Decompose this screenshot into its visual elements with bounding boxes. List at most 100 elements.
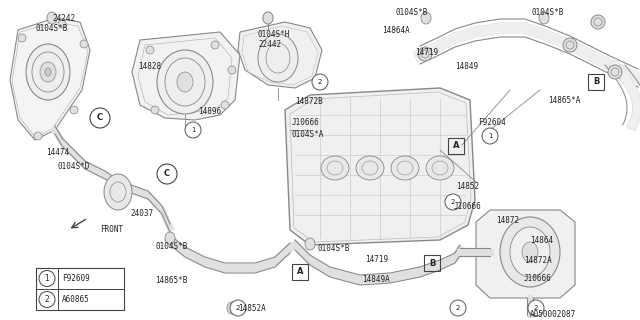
Text: F92604: F92604 [478, 118, 506, 127]
Text: 2: 2 [45, 295, 49, 304]
Text: A: A [297, 268, 303, 276]
Text: 14864: 14864 [530, 236, 553, 245]
Ellipse shape [47, 12, 57, 24]
Text: J10666: J10666 [524, 274, 552, 283]
Text: 0104S*B: 0104S*B [396, 8, 428, 17]
Text: 0104S*B: 0104S*B [532, 8, 564, 17]
Text: 0104S*B: 0104S*B [318, 244, 350, 253]
Circle shape [312, 74, 328, 90]
Circle shape [445, 194, 461, 210]
Text: 14828: 14828 [138, 62, 161, 71]
Ellipse shape [608, 65, 622, 79]
Ellipse shape [26, 44, 70, 100]
Ellipse shape [18, 34, 26, 42]
Circle shape [230, 300, 246, 316]
Bar [36, 268, 124, 310]
Text: 2: 2 [456, 305, 460, 311]
Text: C: C [97, 114, 103, 123]
Text: A60865: A60865 [62, 295, 90, 304]
Text: 2: 2 [236, 305, 240, 311]
Ellipse shape [321, 156, 349, 180]
Ellipse shape [305, 238, 315, 250]
Polygon shape [238, 22, 322, 88]
Ellipse shape [263, 12, 273, 24]
Text: 14865*A: 14865*A [548, 96, 580, 105]
Text: 14872: 14872 [496, 216, 519, 225]
Ellipse shape [539, 12, 549, 24]
Text: 14852A: 14852A [238, 304, 266, 313]
Text: J10666: J10666 [454, 202, 482, 211]
Ellipse shape [45, 68, 51, 76]
Ellipse shape [104, 174, 132, 210]
Text: 14719: 14719 [415, 48, 438, 57]
Text: 1: 1 [45, 274, 49, 283]
Bar [588, 74, 604, 90]
Ellipse shape [80, 40, 88, 48]
Text: F92609: F92609 [62, 274, 90, 283]
Bar [424, 255, 440, 271]
Ellipse shape [211, 41, 219, 49]
Text: C: C [164, 170, 170, 179]
Circle shape [528, 300, 544, 316]
Ellipse shape [455, 302, 465, 314]
Text: 14849: 14849 [455, 62, 478, 71]
Text: 14872B: 14872B [295, 97, 323, 106]
Text: 14474: 14474 [46, 148, 69, 157]
Ellipse shape [263, 12, 273, 24]
Ellipse shape [500, 217, 560, 287]
Text: 24037: 24037 [130, 209, 153, 218]
Text: 14719: 14719 [365, 255, 388, 264]
Text: 2: 2 [534, 305, 538, 311]
Ellipse shape [391, 156, 419, 180]
Text: 2: 2 [451, 199, 455, 205]
Text: 14864A: 14864A [382, 26, 410, 35]
Bar [448, 138, 464, 154]
Polygon shape [132, 32, 240, 120]
Ellipse shape [510, 227, 550, 277]
Ellipse shape [418, 47, 432, 61]
Ellipse shape [34, 132, 42, 140]
Ellipse shape [530, 302, 540, 314]
Text: 0104S*A: 0104S*A [292, 130, 324, 139]
Text: A: A [452, 141, 460, 150]
Polygon shape [285, 88, 475, 245]
Ellipse shape [591, 15, 605, 29]
Ellipse shape [157, 50, 213, 114]
Text: J10666: J10666 [292, 118, 320, 127]
Text: B: B [429, 259, 435, 268]
Polygon shape [10, 18, 90, 140]
Text: 0104S*B: 0104S*B [36, 24, 68, 33]
Text: 1: 1 [191, 127, 195, 133]
Ellipse shape [522, 242, 538, 262]
Text: 14865*B: 14865*B [155, 276, 188, 285]
Ellipse shape [563, 38, 577, 52]
Circle shape [185, 122, 201, 138]
Circle shape [450, 300, 466, 316]
Text: 24242: 24242 [52, 14, 75, 23]
Text: 1: 1 [488, 133, 492, 139]
Ellipse shape [165, 232, 175, 244]
Ellipse shape [146, 46, 154, 54]
Text: 14852: 14852 [456, 182, 479, 191]
Text: 0104S*H: 0104S*H [258, 30, 291, 39]
Text: FRONT: FRONT [100, 225, 123, 234]
Text: 2: 2 [318, 79, 322, 85]
Ellipse shape [426, 156, 454, 180]
Text: A050002087: A050002087 [530, 310, 576, 319]
Text: 0104S*D: 0104S*D [57, 162, 90, 171]
Ellipse shape [228, 66, 236, 74]
Text: 14849A: 14849A [362, 275, 390, 284]
Ellipse shape [258, 34, 298, 82]
Ellipse shape [151, 106, 159, 114]
Ellipse shape [40, 62, 56, 82]
Ellipse shape [221, 101, 229, 109]
Bar [292, 264, 308, 280]
Text: B: B [593, 77, 599, 86]
Text: 14896: 14896 [198, 107, 221, 116]
Ellipse shape [356, 156, 384, 180]
Ellipse shape [70, 106, 78, 114]
Text: 0104S*B: 0104S*B [156, 242, 188, 251]
Ellipse shape [227, 302, 237, 314]
Polygon shape [476, 210, 575, 298]
Text: 22442: 22442 [258, 40, 281, 49]
